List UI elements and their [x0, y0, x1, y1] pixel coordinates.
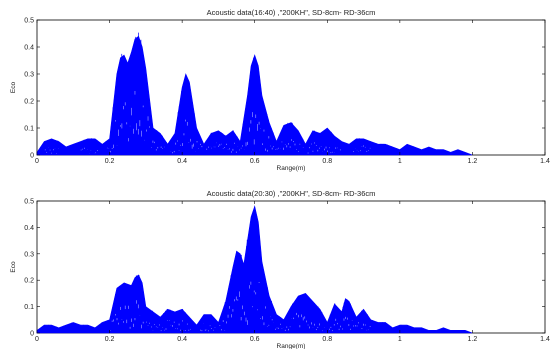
- x-tick-label: 1.2: [468, 158, 478, 165]
- x-tick-label: 0: [35, 336, 39, 343]
- y-tick-label: 0.1: [24, 304, 34, 311]
- y-axis-label: Eco: [10, 261, 17, 273]
- x-tick-label: 0.8: [322, 158, 332, 165]
- x-tick-label: 1.4: [540, 336, 550, 343]
- echo-waveform-inner: [110, 281, 371, 332]
- x-tick-label: 0.6: [250, 336, 260, 343]
- chart-title: Acoustic data(20:30) ,"200KH", SD-8cm- R…: [207, 189, 376, 198]
- chart-title: Acoustic data(16:40) ,"200KH", SD-8cm- R…: [207, 8, 376, 17]
- y-tick-label: 0.4: [24, 225, 34, 232]
- y-tick-label: 0: [30, 153, 34, 160]
- echo-waveform: [36, 213, 473, 333]
- y-tick-label: 0.2: [24, 99, 34, 106]
- y-tick-label: 0.3: [24, 72, 34, 79]
- x-tick-label: 0.4: [177, 336, 187, 343]
- x-tick-label: 1: [398, 158, 402, 165]
- x-tick-label: 0.4: [177, 158, 187, 165]
- y-tick-label: 0.2: [24, 278, 34, 285]
- x-tick-label: 0.2: [105, 158, 115, 165]
- chart-panel-2: Acoustic data(20:30) ,"200KH", SD-8cm- R…: [10, 189, 550, 350]
- y-tick-label: 0.5: [24, 199, 34, 206]
- chart-panel-1: Acoustic data(16:40) ,"200KH", SD-8cm- R…: [10, 8, 550, 172]
- echo-waveform-inner: [44, 90, 371, 154]
- x-axis-label: Range(m): [277, 165, 306, 172]
- x-tick-label: 1.4: [540, 158, 550, 165]
- y-tick-label: 0.4: [24, 45, 34, 52]
- y-tick-label: 0.3: [24, 251, 34, 258]
- x-tick-label: 0: [35, 158, 39, 165]
- x-tick-label: 1.2: [468, 336, 478, 343]
- echo-waveform: [36, 32, 473, 155]
- x-tick-label: 0.8: [322, 336, 332, 343]
- y-tick-label: 0.5: [24, 18, 34, 25]
- x-tick-label: 0.6: [250, 158, 260, 165]
- x-axis-label: Range(m): [277, 343, 306, 349]
- y-tick-label: 0: [30, 331, 34, 338]
- y-axis-label: Eco: [10, 82, 17, 94]
- x-tick-label: 0.2: [105, 336, 115, 343]
- x-tick-label: 1: [398, 336, 402, 343]
- y-tick-label: 0.1: [24, 126, 34, 133]
